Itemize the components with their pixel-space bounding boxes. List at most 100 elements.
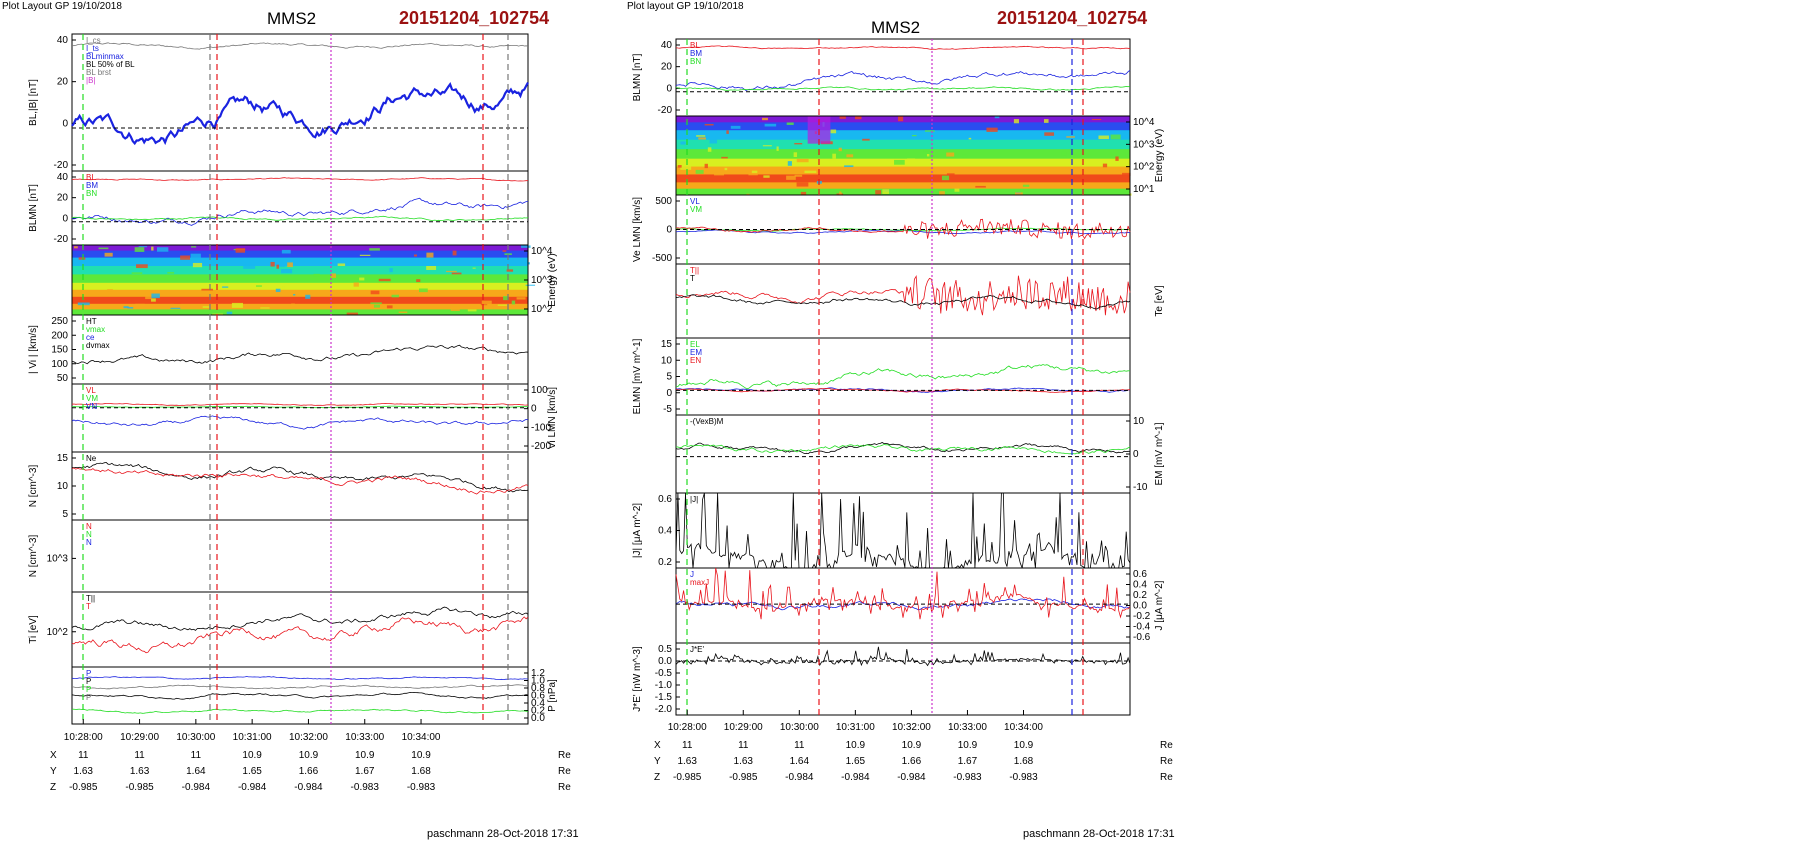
chart1-vilmn-legend-1: VM <box>86 394 98 403</box>
chart1-vi-ylabel: | Vi | [km/s] <box>28 325 39 374</box>
chart1-ispec-band-3 <box>72 266 528 275</box>
chart1-ispec-speck-0 <box>370 302 382 305</box>
chart2-pos-name-1: Y <box>654 756 661 767</box>
chart2-espec-speck-40 <box>875 183 883 186</box>
chart1-blmn-series-1 <box>71 197 529 226</box>
chart2-blmn-ytick-1: 20 <box>661 62 673 73</box>
chart1-n-series-0 <box>71 461 529 493</box>
chart1-ispec-speck-89 <box>291 303 295 305</box>
chart1-ti-ytick-0: 10^2 <box>47 627 69 638</box>
chart2-e-ytick-2: 5 <box>666 372 672 383</box>
chart1-ispec-speck-48 <box>231 302 243 308</box>
chart2-em-bg <box>676 415 1130 493</box>
chart2-pos-Y-5: 1.67 <box>958 756 978 767</box>
chart1-blmn-ylabel: BLMN [nT] <box>28 184 39 232</box>
chart1-ispec-speck-63 <box>472 267 476 269</box>
chart1-ispec-speck-80 <box>370 290 380 295</box>
chart2-espec-speck-63 <box>844 165 854 168</box>
chart2-espec-speck-51 <box>786 122 794 125</box>
chart2-je-ytick-3: -1.0 <box>655 680 673 691</box>
chart1-ispec-band-2 <box>72 257 528 267</box>
chart2-espec-speck-10 <box>923 183 928 187</box>
chart2-espec-speck-17 <box>1115 156 1119 161</box>
chart2-pos-X-4: 10.9 <box>902 740 922 751</box>
chart2-espec-heatmap <box>676 116 1132 199</box>
chart1-ispec-speck-27 <box>378 278 391 282</box>
chart2-espec-speck-37 <box>730 125 741 129</box>
chart2-te-ylabel: Te [eV] <box>1154 285 1165 316</box>
chart2-pos-Z-1: -0.985 <box>729 772 758 783</box>
chart1-pos-Y-1: 1.63 <box>130 766 150 777</box>
chart2-je-frame <box>675 642 1131 716</box>
chart1-nlog-legend-0: N <box>86 522 92 531</box>
left-layout-tag: Plot Layout GP 19/10/2018 <box>2 1 122 12</box>
chart1-ispec-speck-68 <box>127 307 134 309</box>
chart1-bl-bg <box>72 34 528 171</box>
chart1-ispec-speck-17 <box>134 247 145 252</box>
chart1-n-bg <box>72 452 528 520</box>
chart2-jlmn-ytick-6: -0.6 <box>1133 632 1151 643</box>
chart2-e-legend-1: EM <box>690 348 702 357</box>
chart1-pos-Y-6: 1.68 <box>411 766 431 777</box>
chart2-te-legend-1: T <box>690 274 695 283</box>
chart2-xtick-3: 10:31:00 <box>836 722 875 733</box>
chart2-espec-speck-5 <box>721 156 728 159</box>
chart1-ispec-speck-83 <box>498 299 502 304</box>
chart1-n-ytick-1: 10 <box>57 481 69 492</box>
chart1-xtick-0: 10:28:00 <box>64 732 103 743</box>
chart2-pos-X-3: 10.9 <box>846 740 866 751</box>
chart1-n-ylabel: N [cm^-3] <box>28 465 39 508</box>
chart1-xtick-3: 10:31:00 <box>233 732 272 743</box>
chart2-e-ytick-0: 15 <box>661 339 673 350</box>
chart2-espec-speck-43 <box>907 158 916 160</box>
chart1-pos-unit-2: Re <box>558 782 571 793</box>
chart1-ispec-speck-33 <box>403 261 414 263</box>
chart1-xtick-5: 10:33:00 <box>345 732 384 743</box>
chart2-j-ytick-0: 0.6 <box>658 494 672 505</box>
chart1-ispec-ytick-2: 10^2 <box>531 304 553 315</box>
chart1-pos-Y-5: 1.67 <box>355 766 375 777</box>
chart1-p-ytick-2: 0.8 <box>531 683 545 694</box>
chart2-em-ytick-1: 0 <box>1133 449 1139 460</box>
chart2-espec-speck-2 <box>1102 163 1108 168</box>
chart1-ispec-speck-32 <box>386 305 393 309</box>
chart1-pos-X-0: 11 <box>78 750 89 761</box>
chart1-ispec-speck-62 <box>131 272 143 275</box>
chart2-espec-band-8 <box>676 182 1130 190</box>
chart2-xtick-5: 10:33:00 <box>948 722 987 733</box>
chart2-ve-legend-0: VL <box>690 197 700 206</box>
chart2-blmn-ytick-2: 0 <box>666 83 672 94</box>
chart1-blmn-ytick-1: 20 <box>57 193 69 204</box>
chart2-jlmn-ytick-0: 0.6 <box>1133 569 1147 580</box>
chart1-ispec-speck-75 <box>151 293 160 299</box>
chart1-ispec-speck-76 <box>77 302 90 306</box>
chart1-p-ytick-1: 1.0 <box>531 676 545 687</box>
chart1-ispec-speck-50 <box>275 288 281 292</box>
chart1-vilmn-ytick-3: -200 <box>531 441 551 452</box>
chart1-blmn-ytick-3: -20 <box>54 234 69 245</box>
chart2-jlmn-legend-1: maxJ <box>690 578 709 587</box>
chart1-bl-ytick-3: -20 <box>54 160 69 171</box>
chart1-pos-name-0: X <box>50 750 57 761</box>
chart1-blmn-series-2 <box>71 215 529 222</box>
chart2-xtick-1: 10:29:00 <box>724 722 763 733</box>
chart2-e-ylabel: ELMN [mV m^-1] <box>632 338 643 414</box>
chart2-je-ytick-5: -2.0 <box>655 704 673 715</box>
chart1-pos-Z-3: -0.984 <box>238 782 267 793</box>
chart2-ve-ytick-0: 500 <box>655 196 672 207</box>
chart1-ispec-speck-56 <box>353 282 359 287</box>
chart1-n-ytick-0: 15 <box>57 453 69 464</box>
chart2-espec-speck-30 <box>1044 132 1055 136</box>
chart2-je-series-0 <box>675 646 1131 667</box>
chart2-pos-Y-1: 1.63 <box>734 756 754 767</box>
chart1-xtick-6: 10:34:00 <box>402 732 441 743</box>
chart1-ispec-speck-34 <box>373 304 380 308</box>
chart2-j-ytick-1: 0.4 <box>658 526 672 537</box>
chart1-ispec-speck-24 <box>222 286 229 288</box>
chart1-pos-Z-4: -0.984 <box>294 782 323 793</box>
chart1-ispec-speck-13 <box>78 257 86 260</box>
chart1-ispec-speck-69 <box>123 306 129 309</box>
chart1-ispec-speck-45 <box>192 262 203 268</box>
chart1-p-series-3 <box>71 684 528 690</box>
chart2-j-ylabel: |J| [μA m^-2] <box>632 503 643 558</box>
